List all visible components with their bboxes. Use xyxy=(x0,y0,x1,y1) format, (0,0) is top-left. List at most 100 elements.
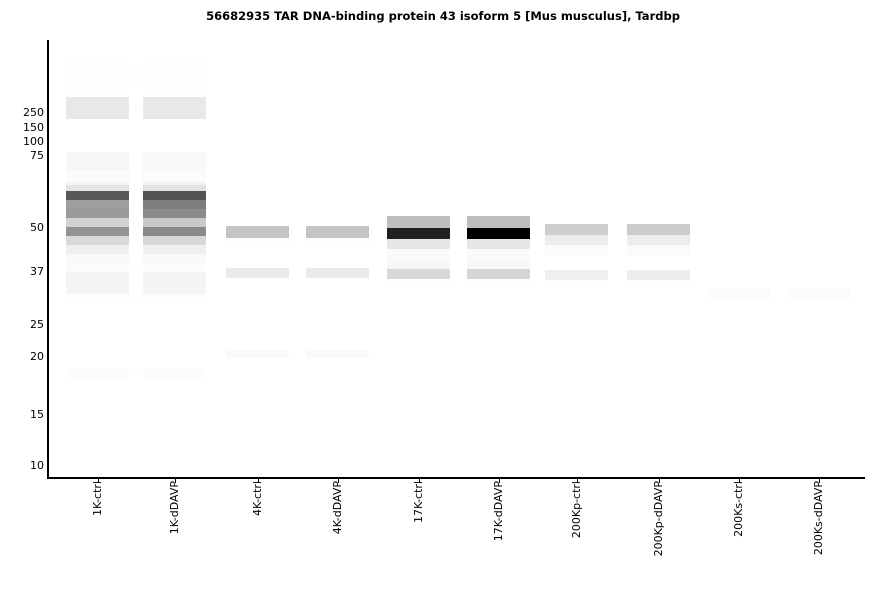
gel-band xyxy=(143,97,206,119)
gel-band xyxy=(143,369,206,378)
gel-band xyxy=(143,218,206,227)
gel-lane-1k-ctrl xyxy=(66,41,129,477)
gel-band xyxy=(143,209,206,218)
y-axis-tick-25: 25 xyxy=(30,318,44,331)
gel-band xyxy=(545,224,608,235)
x-axis-tick-label: 4K-ctrl xyxy=(250,481,264,516)
gel-band xyxy=(143,263,206,272)
gel-lane-4k-ctrl xyxy=(226,41,289,477)
gel-band xyxy=(467,269,530,279)
gel-band xyxy=(66,209,129,218)
gel-lane-17k-ctrl xyxy=(387,41,450,477)
gel-band xyxy=(143,254,206,263)
gel-band xyxy=(66,170,129,182)
x-axis-tick-label: 17K-dDAVP xyxy=(491,481,505,542)
y-axis-tick-labels: 250 150 100 75 50 37 25 20 15 10 xyxy=(0,0,44,595)
gel-band xyxy=(387,249,450,259)
gel-band xyxy=(387,228,450,239)
gel-band xyxy=(226,238,289,248)
gel-band xyxy=(467,216,530,228)
gel-band xyxy=(306,350,369,358)
gel-band xyxy=(226,268,289,278)
gel-band xyxy=(66,152,129,170)
gel-band xyxy=(387,239,450,249)
gel-band xyxy=(627,270,690,280)
x-axis-tick-mark xyxy=(498,479,500,483)
x-axis-tick-mark xyxy=(576,479,578,483)
x-axis-tick-mark xyxy=(658,479,660,483)
page-title: 56682935 TAR DNA-binding protein 43 isof… xyxy=(206,9,680,23)
gel-band xyxy=(707,288,770,298)
gel-lane-4k-ddavp xyxy=(306,41,369,477)
gel-band xyxy=(467,279,530,287)
y-axis-tick-37: 37 xyxy=(30,265,44,278)
x-axis-tick-mark xyxy=(818,479,820,483)
y-axis-tick-250: 250 xyxy=(23,106,44,119)
gel-band xyxy=(66,200,129,209)
gel-band xyxy=(143,272,206,294)
x-axis-tick-mark xyxy=(97,479,99,483)
gel-lane-200kp-ddavp xyxy=(627,41,690,477)
gel-band xyxy=(627,280,690,286)
gel-band xyxy=(143,191,206,200)
y-axis-tick-15: 15 xyxy=(30,408,44,421)
y-axis-tick-100: 100 xyxy=(23,135,44,148)
x-axis-tick-mark xyxy=(257,479,259,483)
x-axis-tick-4k-ctrl: 4K-ctrl xyxy=(250,481,264,591)
gel-band xyxy=(467,228,530,239)
gel-band xyxy=(143,200,206,209)
y-axis-tick-75: 75 xyxy=(30,149,44,162)
gel-band xyxy=(66,59,129,93)
gel-band xyxy=(467,249,530,259)
gel-band xyxy=(66,272,129,294)
x-axis-tick-mark xyxy=(418,479,420,483)
y-axis-tick-10: 10 xyxy=(30,459,44,472)
gel-band xyxy=(627,235,690,245)
gel-band xyxy=(66,218,129,227)
x-axis-tick-4k-ddavp: 4K-dDAVP xyxy=(330,481,344,591)
gel-band xyxy=(545,235,608,245)
x-axis-tick-label: 1K-ctrl xyxy=(90,481,104,516)
gel-band xyxy=(143,227,206,236)
gel-band xyxy=(66,191,129,200)
gel-band xyxy=(387,279,450,287)
gel-band xyxy=(545,245,608,255)
gel-band xyxy=(627,245,690,255)
gel-band xyxy=(545,280,608,286)
x-axis-tick-17k-ctrl: 17K-ctrl xyxy=(411,481,425,591)
gel-band xyxy=(467,239,530,249)
x-axis-tick-200ks-ctrl: 200Ks-ctrl xyxy=(732,481,745,591)
y-axis-tick-20: 20 xyxy=(30,350,44,363)
gel-band xyxy=(387,269,450,279)
x-axis-tick-mark xyxy=(738,479,740,483)
gel-band xyxy=(143,152,206,170)
gel-band xyxy=(66,369,129,378)
x-axis-line xyxy=(47,477,865,479)
gel-band xyxy=(66,97,129,119)
gel-band xyxy=(226,350,289,358)
x-axis-tick-label: 17K-ctrl xyxy=(411,481,425,523)
gel-band xyxy=(306,226,369,238)
x-axis-tick-200kp-ctrl: 200Kp-ctrl xyxy=(570,481,583,591)
gel-band xyxy=(387,259,450,269)
gel-band xyxy=(226,226,289,238)
x-axis-tick-mark xyxy=(174,479,176,483)
gel-band xyxy=(66,227,129,236)
gel-band xyxy=(143,185,206,191)
x-axis-tick-1k-ctrl: 1K-ctrl xyxy=(90,481,104,591)
x-axis-tick-label: 1K-dDAVP xyxy=(167,481,181,535)
gel-band xyxy=(143,245,206,254)
gel-lane-200ks-ddavp xyxy=(787,41,850,477)
gel-lane-200kp-ctrl xyxy=(545,41,608,477)
gel-band xyxy=(545,270,608,280)
x-axis-tick-200kp-ddavp: 200Kp-dDAVP xyxy=(652,481,665,591)
gel-band xyxy=(387,216,450,228)
x-axis-tick-mark xyxy=(337,479,339,483)
gel-band xyxy=(143,170,206,182)
gel-band xyxy=(66,185,129,191)
gel-band xyxy=(143,236,206,245)
gel-band xyxy=(143,59,206,93)
x-axis-tick-label: 4K-dDAVP xyxy=(330,481,344,535)
